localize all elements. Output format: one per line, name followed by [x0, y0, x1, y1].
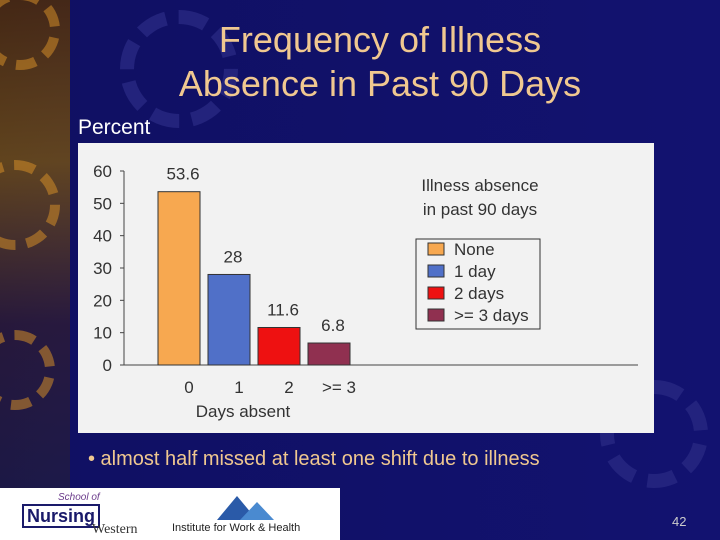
legend-swatch [427, 286, 445, 300]
page-number: 42 [672, 514, 687, 529]
iwh-logo-icon [217, 496, 274, 520]
x-axis-label: Days absent [196, 402, 291, 421]
legend-label: None [454, 240, 495, 259]
iwh-text: Institute for Work & Health [172, 522, 301, 534]
y-tick-label: 50 [93, 194, 112, 213]
legend-swatch [427, 242, 445, 256]
gear-icon [0, 0, 60, 70]
western-text: Western [92, 522, 138, 537]
data-label: 53.6 [166, 165, 199, 184]
left-decor-strip [0, 0, 70, 540]
slide-title: Frequency of Illness Absence in Past 90 … [100, 18, 660, 106]
legend-swatch [427, 264, 445, 278]
nursing-logo: School of Nursing Western [6, 492, 166, 537]
y-tick-label: 40 [93, 227, 112, 246]
bar [257, 326, 301, 366]
data-label: 28 [224, 247, 243, 266]
y-tick-label: 60 [93, 162, 112, 181]
gear-icon [0, 330, 55, 410]
bar-chart: 0 10 20 30 40 50 60 53.6 0 28 1 11.6 2 6.8 >= 3 Days ab… [93, 162, 638, 421]
y-tick-label: 0 [103, 356, 112, 375]
bar [157, 191, 201, 366]
legend-title: Illness absence [421, 176, 538, 195]
title-line-1: Frequency of Illness [218, 19, 542, 60]
legend-label: 2 days [454, 284, 504, 303]
legend-title: in past 90 days [423, 200, 537, 219]
legend-swatch [427, 308, 445, 322]
bar [207, 273, 251, 366]
bar [307, 342, 351, 366]
legend-label: 1 day [454, 262, 496, 281]
legend-label: >= 3 days [454, 306, 529, 325]
gear-icon [0, 160, 60, 250]
x-tick-label: 0 [184, 378, 193, 397]
chart-panel: 0 10 20 30 40 50 60 53.6 0 28 1 11.6 2 6.8 >= 3 Days ab… [78, 143, 654, 433]
data-label: 11.6 [267, 300, 299, 319]
data-label: 6.8 [321, 316, 345, 335]
percent-label: Percent [78, 116, 151, 139]
y-tick-label: 30 [93, 259, 112, 278]
y-tick-label: 20 [93, 291, 112, 310]
y-tick-label: 10 [93, 324, 112, 343]
x-tick-label: 2 [284, 378, 293, 397]
x-tick-label: 1 [234, 378, 243, 397]
nursing-text: Nursing [22, 504, 101, 528]
footer-logos: School of Nursing Western Institute for … [0, 488, 340, 540]
bullet-point: • almost half missed at least one shift … [88, 448, 540, 470]
title-line-2: Absence in Past 90 Days [178, 63, 582, 104]
x-tick-label: >= 3 [322, 378, 356, 397]
school-of-text: School of [58, 492, 100, 503]
